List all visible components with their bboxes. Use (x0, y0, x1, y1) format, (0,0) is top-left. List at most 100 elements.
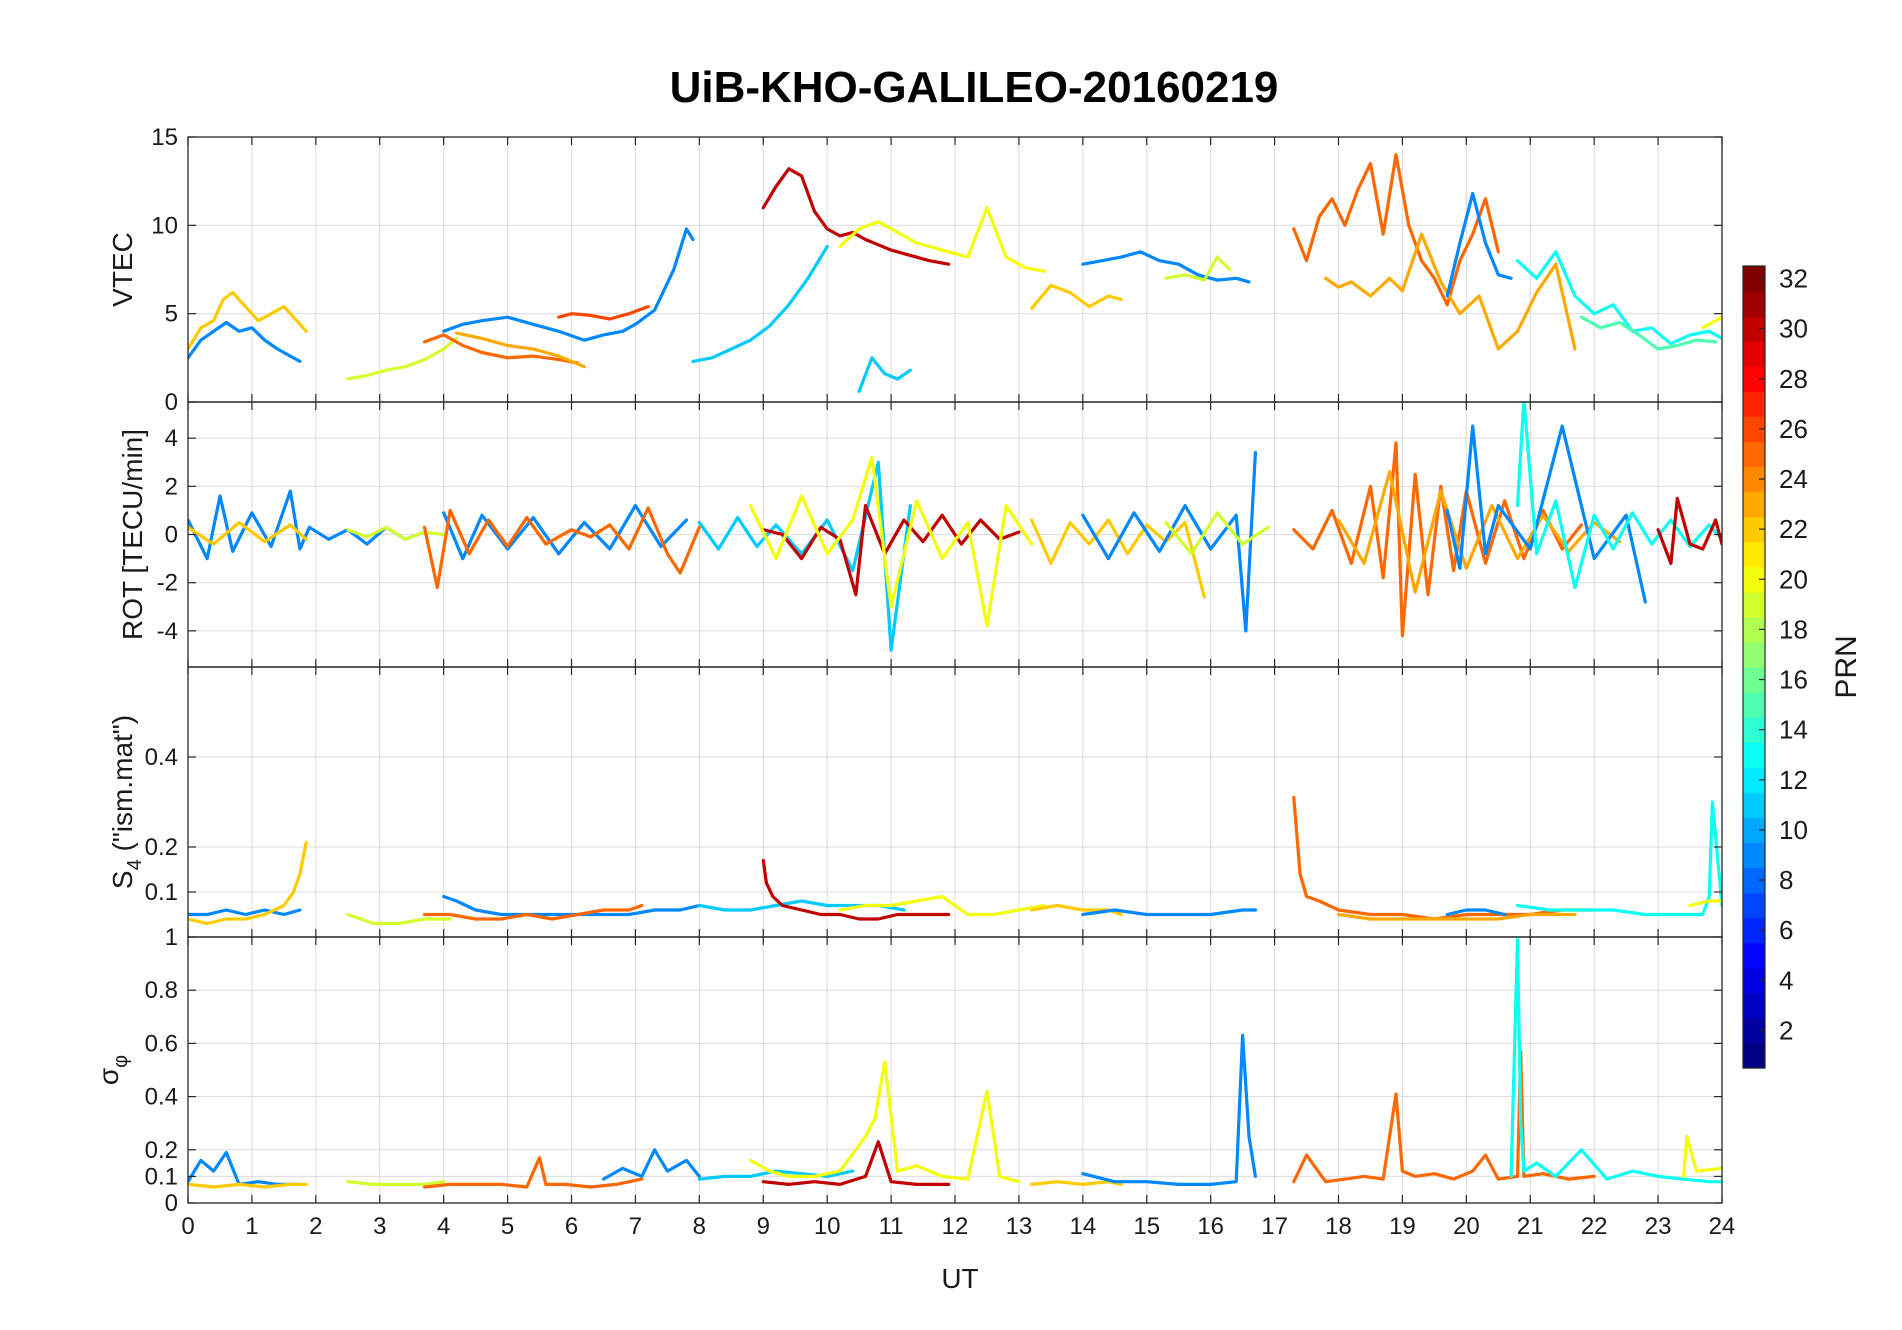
y-tick-label: 0.2 (145, 1137, 178, 1164)
colorbar-tick-label: 12 (1779, 765, 1808, 795)
y-axis-label-rot: ROT [TECU/min] (117, 429, 148, 640)
series-group (188, 938, 1722, 1189)
y-tick-label: 10 (151, 212, 178, 239)
colorbar-tick-label: 20 (1779, 564, 1808, 594)
x-tick-label: 10 (814, 1213, 841, 1240)
colorbar-tick-label: 32 (1779, 264, 1808, 294)
series-line-prn-23 (1336, 912, 1577, 921)
colorbar-frame (1742, 265, 1766, 1069)
series-line-prn-13 (1515, 250, 1722, 346)
series-line-prn-30 (761, 1140, 951, 1187)
colorbar-tick-label: 10 (1779, 815, 1808, 845)
series-line-prn-19 (1164, 255, 1232, 282)
x-tick-label: 20 (1453, 1213, 1480, 1240)
series-line-prn-9 (1081, 908, 1258, 917)
series-line-prn-22 (1030, 283, 1123, 310)
series-line-prn-9 (1081, 250, 1251, 284)
colorbar-tick-label: 16 (1779, 665, 1808, 695)
series-line-prn-26 (557, 305, 650, 321)
x-tick-label: 14 (1069, 1213, 1096, 1240)
series-line-prn-19 (1164, 511, 1270, 556)
y-axis-label-sub: φ (110, 1055, 132, 1068)
x-tick-label: 4 (437, 1213, 450, 1240)
x-tick-label: 17 (1261, 1213, 1288, 1240)
y-axis-label-sigma: σφ (93, 1055, 132, 1085)
colorbar-segment (1743, 742, 1765, 768)
colorbar-segment (1743, 767, 1765, 793)
series-line-prn-22 (188, 290, 308, 351)
y-tick-label: 0.6 (145, 1030, 178, 1057)
y-tick-label: 0.8 (145, 977, 178, 1004)
series-line-prn-11 (691, 244, 829, 363)
x-tick-label: 15 (1133, 1213, 1160, 1240)
x-tick-label: 19 (1389, 1213, 1416, 1240)
series-line-prn-13 (1515, 800, 1722, 917)
y-axis-label-main: S (107, 870, 138, 889)
series-line-prn-20 (1681, 1134, 1722, 1179)
colorbar-segment (1743, 541, 1765, 568)
x-tick-label: 16 (1197, 1213, 1224, 1240)
y-tick-label: 0 (165, 1190, 178, 1217)
colorbar-tick-label: 26 (1779, 414, 1808, 444)
colorbar-segment (1743, 391, 1765, 417)
x-tick-label: 24 (1709, 1213, 1736, 1240)
panel-rot: -4 -2 0 2 4 ROT [TECU/min] (117, 401, 1723, 668)
series-line-prn-9 (188, 908, 302, 917)
x-tick-label: 21 (1517, 1213, 1544, 1240)
y-tick-label: 0.4 (145, 1084, 178, 1111)
series-line-prn-25 (422, 903, 644, 921)
series-line-prn-20 (838, 894, 1047, 917)
y-tick-label: 0.1 (145, 879, 178, 906)
series-line-prn-20 (1701, 315, 1722, 330)
colorbar-tick-label: 28 (1779, 364, 1808, 394)
series-line-prn-9 (188, 1150, 302, 1187)
series-line-prn-19 (346, 912, 452, 926)
colorbar-tick-label: 18 (1779, 614, 1808, 644)
series-line-prn-13 (1509, 938, 1722, 1184)
series-group (188, 153, 1722, 393)
colorbar-tick-label: 30 (1779, 314, 1808, 344)
x-tick-label: 18 (1325, 1213, 1352, 1240)
colorbar-segment (1743, 667, 1765, 693)
y-tick-label: 0.2 (145, 834, 178, 861)
colorbar-segment (1743, 566, 1765, 593)
x-tick-label: 23 (1645, 1213, 1672, 1240)
series-line-prn-9 (1445, 908, 1507, 917)
series-line-prn-20 (838, 206, 1047, 273)
series-group (188, 795, 1722, 926)
series-line-prn-9 (442, 227, 695, 342)
series-line-prn-25 (1292, 441, 1584, 638)
colorbar-segment (1743, 717, 1765, 743)
colorbar-segment (1743, 341, 1765, 367)
x-tick-label: 6 (565, 1213, 578, 1240)
series-line-prn-9 (1445, 191, 1513, 298)
colorbar-segment (1743, 1017, 1765, 1044)
series-line-prn-9 (1081, 451, 1258, 633)
series-line-prn-22 (188, 520, 308, 546)
colorbar-label: PRN (1830, 635, 1863, 698)
panel-s4: 0.10.20.4S4 ("ism.mat") (107, 666, 1723, 938)
y-axis-label-main: σ (93, 1068, 124, 1085)
series-line-prn-30 (1656, 496, 1722, 566)
series-line-prn-25 (422, 1156, 644, 1189)
series-line-prn-11 (697, 460, 912, 652)
x-tick-label: 11 (879, 1213, 904, 1240)
y-tick-label: 0.1 (145, 1163, 178, 1190)
series-line-prn-9 (188, 489, 427, 561)
x-axis-label: UT (941, 1263, 978, 1294)
series-line-prn-30 (761, 167, 951, 266)
series-line-prn-11 (697, 1169, 855, 1181)
x-tick-label: 3 (373, 1213, 386, 1240)
x-tick-label: 2 (309, 1213, 322, 1240)
y-tick-label: 1 (165, 924, 178, 951)
y-tick-label: 4 (165, 425, 178, 452)
series-line-prn-25 (422, 333, 580, 365)
series-line-prn-23 (1324, 232, 1577, 351)
series-line-prn-25 (1292, 153, 1500, 307)
y-tick-label: 0 (165, 389, 178, 416)
y-tick-label: 0 (165, 522, 178, 549)
colorbar-segment (1743, 692, 1765, 718)
